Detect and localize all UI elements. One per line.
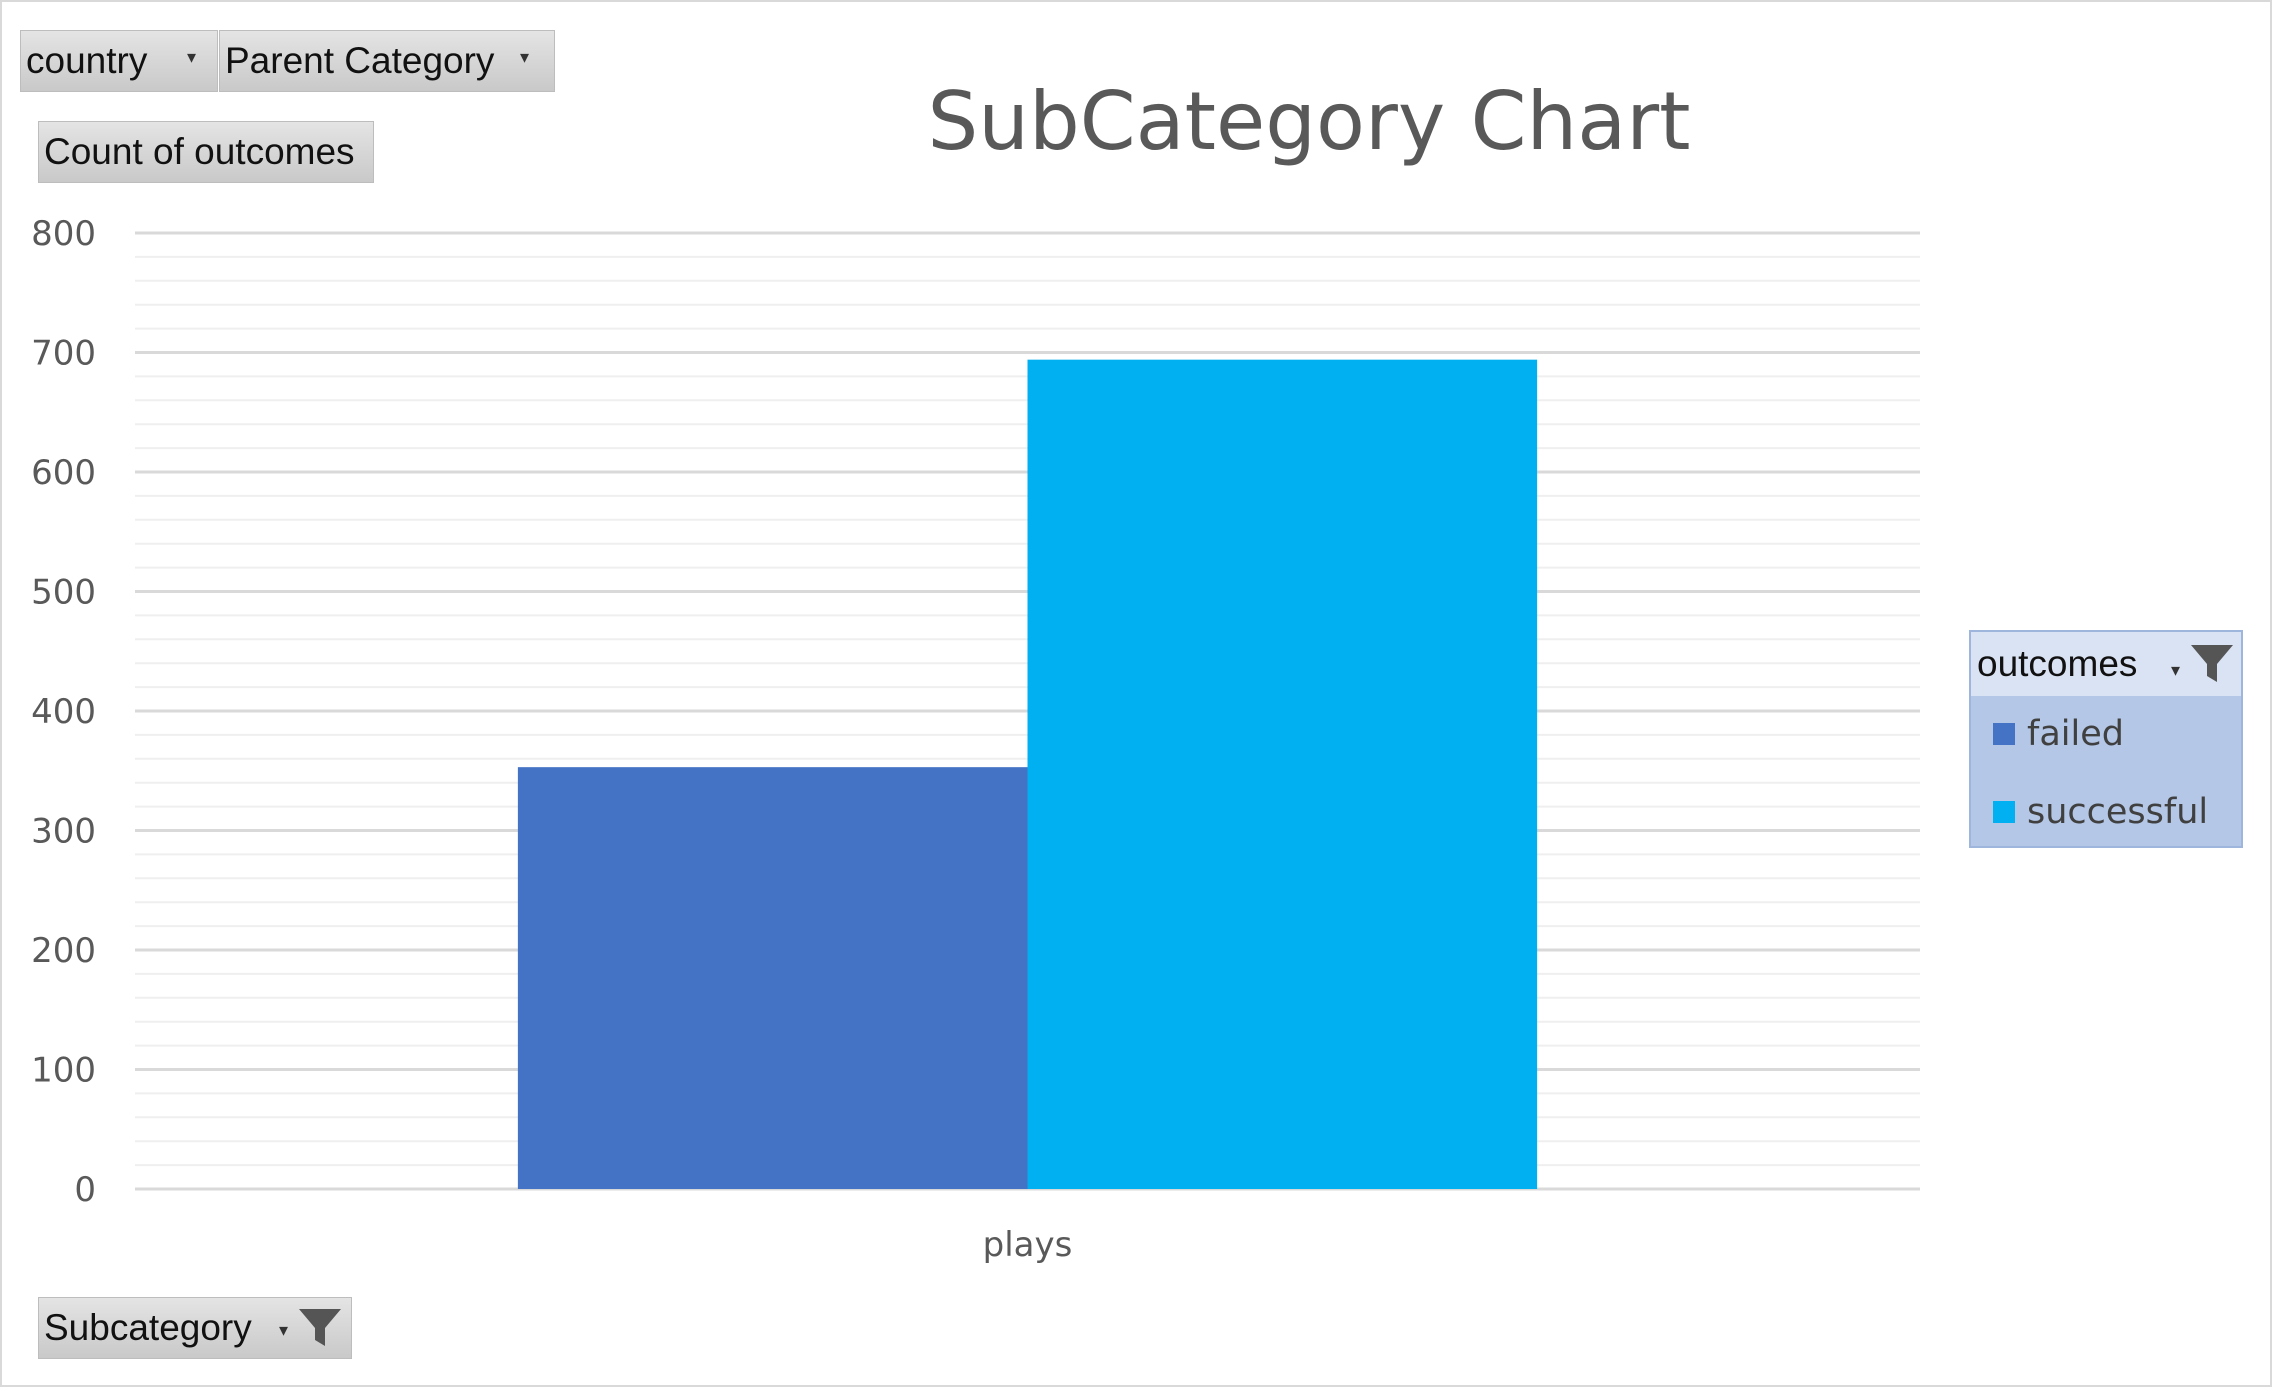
y-tick-label: 300 — [31, 812, 96, 852]
parent-category-filter-label: Parent Category — [225, 40, 495, 81]
parent-category-filter-button[interactable]: Parent Category ▾ — [219, 30, 555, 92]
chevron-down-icon: ▾ — [520, 47, 530, 67]
y-tick-label: 600 — [31, 453, 96, 493]
y-tick-label: 700 — [31, 334, 96, 374]
legend: outcomes ▾ failed successful — [1969, 630, 2243, 848]
legend-item-successful[interactable]: successful — [1993, 792, 2208, 832]
subcategory-axis-field-button[interactable]: Subcategory ▾ — [38, 1297, 352, 1359]
legend-swatch-failed — [1993, 723, 2015, 745]
filter-funnel-icon — [299, 1309, 341, 1346]
chart-title: SubCategory Chart — [928, 75, 1691, 168]
bar-failed-plays — [517, 767, 1028, 1189]
y-tick-label: 100 — [31, 1051, 96, 1091]
chevron-down-icon: ▾ — [2171, 660, 2181, 680]
outcomes-filter-button[interactable]: outcomes ▾ — [1971, 632, 2241, 696]
legend-item-failed[interactable]: failed — [1993, 714, 2124, 754]
bar-successful-plays — [1027, 359, 1538, 1189]
legend-label-failed: failed — [2027, 714, 2124, 754]
x-axis-tick-labels: plays — [983, 1225, 1073, 1265]
x-tick-label: plays — [983, 1225, 1073, 1265]
y-tick-label: 400 — [31, 692, 96, 732]
y-tick-label: 800 — [31, 214, 96, 254]
chevron-down-icon: ▾ — [279, 1320, 289, 1340]
legend-swatch-successful — [1993, 801, 2015, 823]
outcomes-filter-label: outcomes — [1977, 643, 2138, 684]
chevron-down-icon: ▾ — [187, 47, 197, 67]
value-field-label: Count of outcomes — [44, 131, 355, 172]
bars — [517, 359, 1538, 1189]
y-axis-tick-labels: 0 100 200 300 400 500 600 700 800 — [31, 214, 96, 1210]
country-filter-button[interactable]: country ▾ — [20, 30, 218, 92]
y-tick-label: 200 — [31, 931, 96, 971]
y-tick-label: 0 — [74, 1170, 96, 1210]
filter-funnel-icon — [2191, 645, 2233, 682]
value-field-button[interactable]: Count of outcomes — [38, 121, 374, 183]
country-filter-label: country — [26, 40, 148, 81]
legend-label-successful: successful — [2027, 792, 2209, 832]
y-tick-label: 500 — [31, 573, 96, 613]
subcategory-field-label: Subcategory — [44, 1307, 252, 1348]
